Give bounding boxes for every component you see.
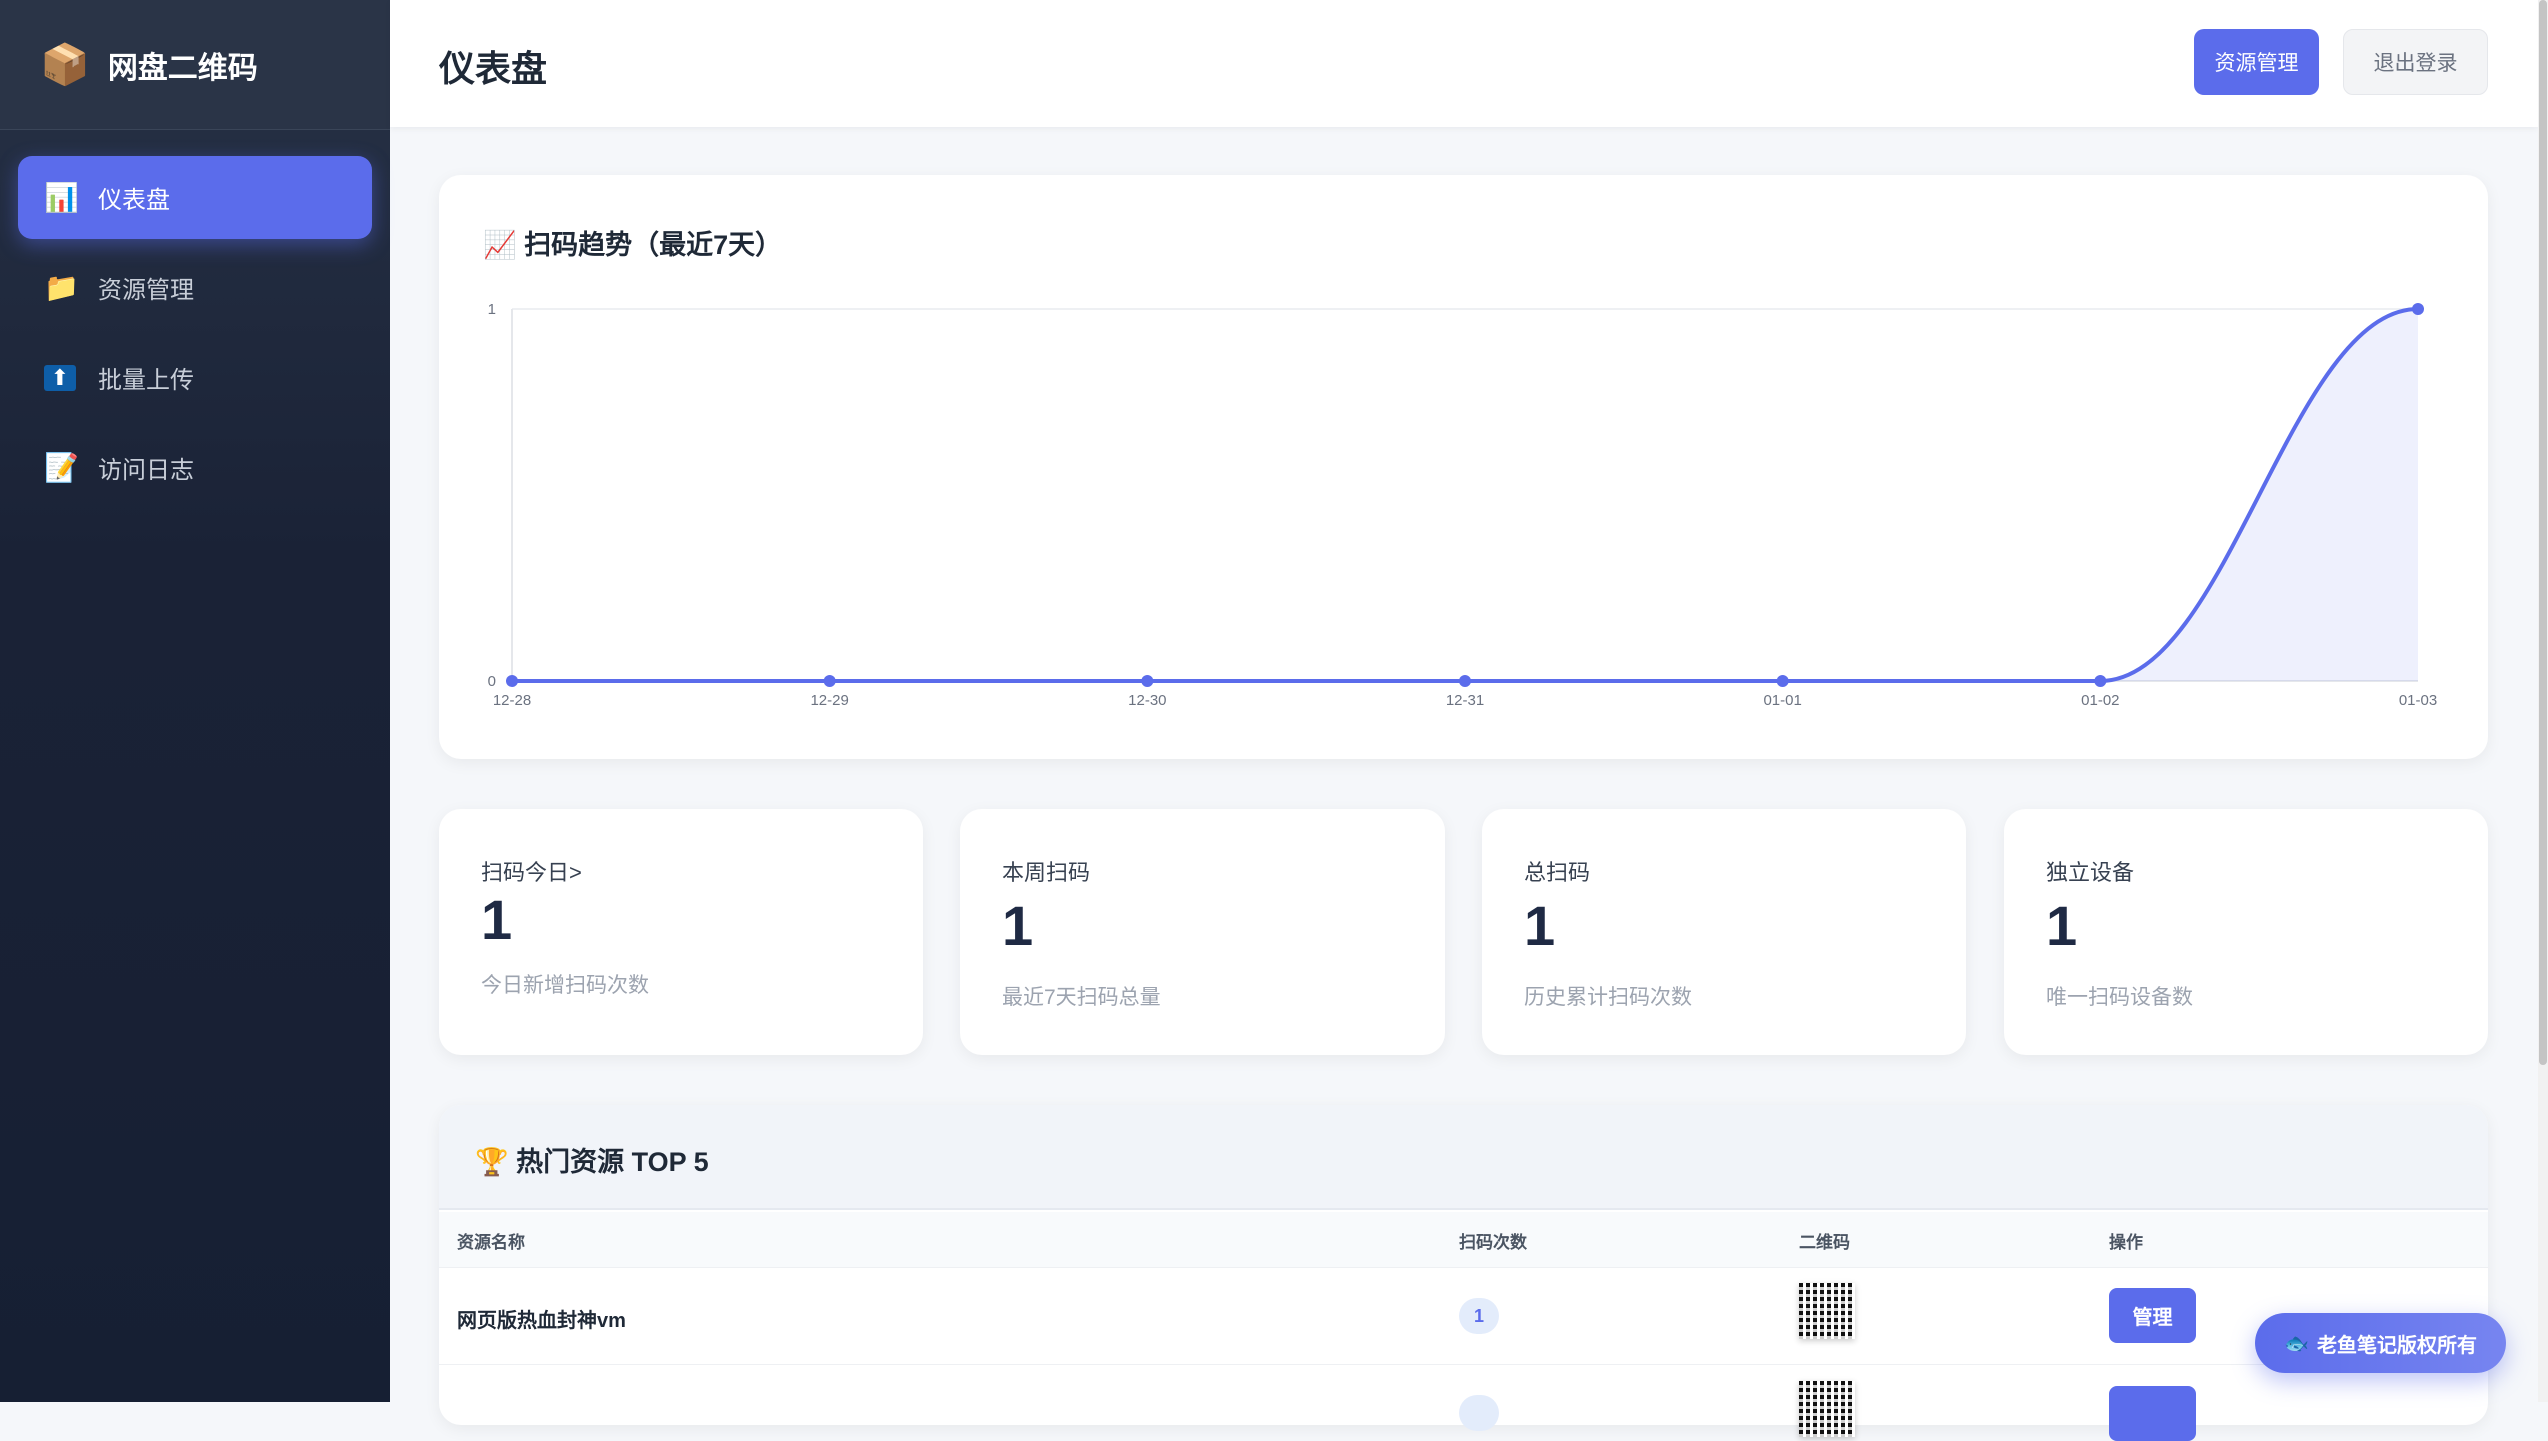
sidebar-item-resources[interactable]: 📁 资源管理: [18, 246, 372, 329]
x-tick-label: 12-28: [493, 692, 531, 709]
data-point: [1141, 675, 1154, 687]
stat-value: 1: [481, 888, 513, 951]
stat-card-week: 本周扫码 1 最近7天扫码总量: [960, 809, 1445, 1055]
resource-management-button[interactable]: 资源管理: [2194, 29, 2319, 95]
area-fill: [512, 309, 2418, 681]
sidebar-item-label: 仪表盘: [98, 187, 170, 214]
manage-button[interactable]: 管理: [2109, 1288, 2196, 1343]
stat-sub: 历史累计扫码次数: [1524, 986, 1692, 1009]
stat-label: 本周扫码: [1002, 860, 1091, 885]
sidebar: 📦 网盘二维码 📊 仪表盘 📁 资源管理 ⬆ 批量上传 📝 访问日志: [0, 0, 390, 1402]
sidebar-item-label: 批量上传: [98, 367, 194, 394]
stat-value: 1: [2046, 894, 2078, 957]
trophy-icon: 🏆: [475, 1147, 509, 1177]
col-action: 操作: [2109, 1233, 2143, 1252]
logout-button[interactable]: 退出登录: [2343, 29, 2488, 95]
x-tick-label: 01-03: [2399, 692, 2437, 709]
col-qr: 二维码: [1799, 1233, 1850, 1252]
app-title: 网盘二维码: [107, 51, 258, 85]
y-tick-label: 0: [488, 673, 496, 690]
package-icon: 📦: [40, 43, 90, 87]
data-point: [823, 675, 836, 687]
scrollbar-thumb[interactable]: [2539, 0, 2547, 1065]
scrollbar[interactable]: [2538, 0, 2548, 1402]
x-tick-label: 12-31: [1446, 692, 1484, 709]
x-tick-label: 12-30: [1128, 692, 1166, 709]
col-scans: 扫码次数: [1459, 1233, 1527, 1252]
data-point: [506, 675, 518, 687]
top-resources-card: 🏆 热门资源 TOP 5: [439, 1105, 2488, 1425]
page-title: 仪表盘: [439, 48, 548, 89]
data-point: [2412, 303, 2424, 315]
x-tick-label: 01-01: [1763, 692, 1801, 709]
fish-icon: 🐟: [2284, 1332, 2309, 1355]
resource-name: 网页版热血封神vm: [457, 1310, 626, 1332]
manage-button[interactable]: [2109, 1386, 2196, 1441]
stat-label: 总扫码: [1524, 860, 1591, 885]
sidebar-item-label: 资源管理: [98, 277, 194, 304]
trend-title: 📈 扫码趋势（最近7天）: [483, 230, 783, 260]
sidebar-item-upload[interactable]: ⬆ 批量上传: [18, 336, 372, 419]
logo: 📦 网盘二维码: [0, 0, 390, 130]
y-tick-label: 1: [488, 301, 496, 318]
data-point: [2094, 675, 2107, 687]
header: 仪表盘 资源管理 退出登录: [390, 0, 2538, 127]
stat-sub: 最近7天扫码总量: [1002, 986, 1161, 1009]
trend-chart: 0 1 12-28 12-29 12-30 12-31 01-01 01-02 01-03: [488, 301, 2438, 709]
sidebar-item-logs[interactable]: 📝 访问日志: [18, 426, 372, 509]
top-title: 🏆 热门资源 TOP 5: [475, 1147, 709, 1177]
stat-sub: 今日新增扫码次数: [481, 974, 649, 997]
col-name: 资源名称: [457, 1233, 525, 1252]
stat-value: 1: [1524, 894, 1556, 957]
chart-up-icon: 📈: [483, 230, 517, 260]
stat-card-total: 总扫码 1 历史累计扫码次数: [1482, 809, 1966, 1055]
log-icon: 📝: [44, 452, 79, 483]
qr-code-image[interactable]: [1799, 1283, 1855, 1339]
stat-sub: 唯一扫码设备数: [2046, 986, 2193, 1009]
qr-code-image[interactable]: [1799, 1381, 1855, 1437]
copyright-floating-button[interactable]: 🐟 老鱼笔记版权所有: [2255, 1313, 2506, 1373]
stat-label: 扫码今日>: [481, 860, 582, 885]
bar-chart-icon: 📊: [44, 182, 79, 213]
scan-count-badge: 1: [1459, 1298, 1499, 1334]
folder-icon: 📁: [44, 272, 79, 303]
data-point: [1776, 675, 1789, 687]
x-tick-label: 12-29: [810, 692, 848, 709]
sidebar-item-dashboard[interactable]: 📊 仪表盘: [18, 156, 372, 239]
upload-icon: ⬆: [44, 364, 76, 391]
sidebar-item-label: 访问日志: [98, 457, 194, 484]
series-line: [512, 307, 2419, 684]
data-point: [1459, 675, 1471, 687]
stat-label: 独立设备: [2046, 860, 2135, 885]
stat-value: 1: [1002, 894, 1034, 957]
stat-card-today[interactable]: 扫码今日> 1 今日新增扫码次数: [439, 809, 923, 1055]
trend-card: 📈 扫码趋势（最近7天） 0 1 12-28 12-29 12-30 12-31 01-01…: [439, 175, 2488, 759]
x-tick-label: 01-02: [2081, 692, 2119, 709]
stat-card-devices: 独立设备 1 唯一扫码设备数: [2004, 809, 2488, 1055]
